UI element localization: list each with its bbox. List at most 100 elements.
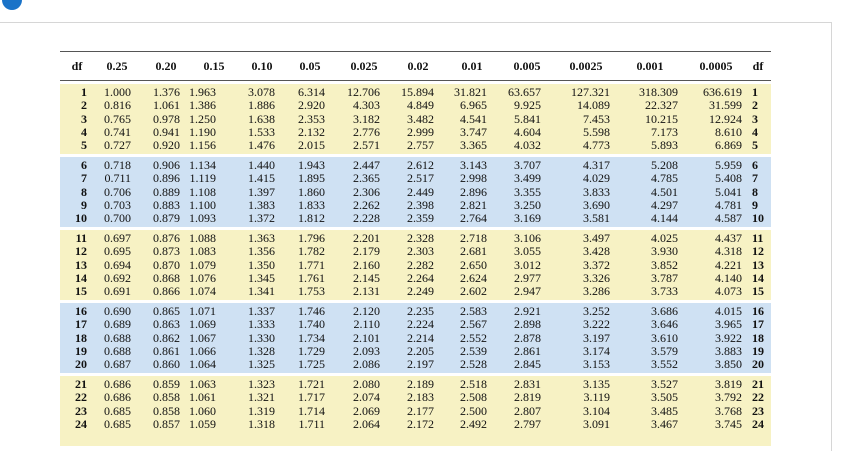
value-cell: 1.860: [298, 184, 325, 199]
df-cell: 3: [81, 111, 87, 126]
df-cell: 4: [81, 124, 87, 139]
value-cell: 4.773: [583, 138, 610, 153]
value-cell: 4.849: [407, 98, 434, 113]
df-cell: 21: [75, 377, 87, 391]
df-cell: 24: [752, 416, 764, 431]
column-header: 0.15: [203, 59, 225, 73]
value-cell: 2.449: [407, 184, 434, 199]
value-cell: 3.852: [651, 257, 678, 272]
value-cell: 1.108: [189, 184, 216, 199]
row-band: [60, 230, 771, 300]
value-cell: 1.333: [248, 317, 275, 332]
value-cell: 1.319: [248, 403, 275, 418]
value-cell: 4.437: [715, 231, 742, 245]
row-band: [60, 157, 771, 227]
value-cell: 8.610: [715, 124, 742, 139]
value-cell: 0.686: [104, 377, 131, 391]
df-cell: 13: [75, 257, 87, 272]
value-cell: 1.067: [189, 330, 216, 345]
value-cell: 1.069: [189, 317, 216, 332]
value-cell: 4.029: [583, 171, 610, 186]
value-cell: 3.922: [715, 330, 742, 345]
value-cell: 0.870: [153, 257, 180, 272]
value-cell: 0.694: [104, 257, 131, 272]
value-cell: 3.686: [651, 304, 678, 318]
value-cell: 2.947: [514, 284, 541, 299]
value-cell: 1.071: [189, 304, 216, 318]
value-cell: 0.685: [104, 416, 131, 431]
value-cell: 4.025: [651, 231, 678, 245]
value-cell: 3.153: [583, 357, 610, 372]
value-cell: 3.747: [460, 124, 487, 139]
value-cell: 127.321: [571, 85, 610, 99]
value-cell: 3.174: [583, 343, 610, 358]
df-cell: 1: [752, 85, 758, 99]
value-cell: 1.061: [153, 98, 180, 113]
df-cell: 12: [752, 244, 764, 259]
df-cell: 12: [75, 244, 87, 259]
value-cell: 0.695: [104, 244, 131, 259]
value-cell: 0.876: [153, 231, 180, 245]
value-cell: 0.889: [153, 184, 180, 199]
value-cell: 1.356: [248, 244, 275, 259]
value-cell: 3.091: [583, 416, 610, 431]
value-cell: 3.250: [514, 197, 541, 212]
value-cell: 1.060: [189, 403, 216, 418]
df-cell: 20: [752, 357, 764, 372]
value-cell: 1.717: [298, 390, 325, 405]
value-cell: 1.782: [298, 244, 325, 259]
value-cell: 3.485: [651, 403, 678, 418]
column-header: 0.005: [513, 59, 541, 73]
value-cell: 1.386: [189, 98, 216, 113]
value-cell: 2.819: [514, 390, 541, 405]
df-cell: 6: [752, 158, 758, 172]
value-cell: 1.321: [248, 390, 275, 405]
value-cell: 1.383: [248, 197, 275, 212]
value-cell: 5.408: [715, 171, 742, 186]
value-cell: 2.764: [460, 211, 487, 226]
value-cell: 31.821: [454, 85, 487, 99]
value-cell: 2.235: [407, 304, 434, 318]
value-cell: 1.337: [248, 304, 275, 318]
value-cell: 3.428: [583, 244, 610, 259]
value-cell: 2.101: [353, 330, 380, 345]
value-cell: 1.771: [298, 257, 325, 272]
value-cell: 1.415: [248, 171, 275, 186]
row-band: [60, 376, 771, 446]
value-cell: 2.571: [353, 138, 380, 153]
value-cell: 3.365: [460, 138, 487, 153]
df-cell: 23: [752, 403, 764, 418]
value-cell: 1.076: [189, 270, 216, 285]
value-cell: 4.781: [715, 197, 742, 212]
value-cell: 0.686: [104, 390, 131, 405]
value-cell: 3.930: [651, 244, 678, 259]
value-cell: 4.501: [651, 184, 678, 199]
value-cell: 1.812: [298, 211, 325, 226]
value-cell: 0.711: [104, 171, 131, 186]
value-cell: 1.250: [189, 111, 216, 126]
value-cell: 2.821: [460, 197, 487, 212]
value-cell: 0.920: [153, 138, 180, 153]
value-cell: 0.866: [153, 284, 180, 299]
value-cell: 3.197: [583, 330, 610, 345]
value-cell: 0.727: [104, 138, 131, 153]
value-cell: 2.086: [353, 357, 380, 372]
value-cell: 0.765: [104, 111, 131, 126]
value-cell: 14.089: [577, 98, 610, 113]
value-cell: 1.063: [189, 377, 216, 391]
column-header: 0.25: [106, 59, 128, 73]
df-cell: 15: [75, 284, 87, 299]
value-cell: 2.845: [514, 357, 541, 372]
value-cell: 4.785: [651, 171, 678, 186]
value-cell: 2.328: [407, 231, 434, 245]
value-cell: 2.201: [353, 231, 380, 245]
value-cell: 3.768: [715, 403, 742, 418]
value-cell: 4.221: [715, 257, 742, 272]
value-cell: 3.182: [353, 111, 380, 126]
value-cell: 636.619: [703, 85, 742, 99]
value-cell: 2.898: [514, 317, 541, 332]
value-cell: 3.745: [715, 416, 742, 431]
value-cell: 6.314: [298, 85, 325, 99]
df-cell: 21: [752, 377, 764, 391]
value-cell: 0.883: [153, 197, 180, 212]
